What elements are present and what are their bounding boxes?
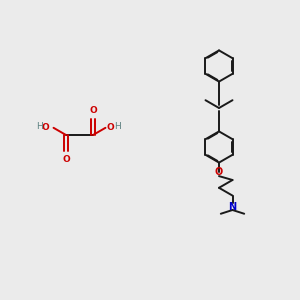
Text: H: H (114, 122, 121, 131)
Text: H: H (36, 122, 43, 131)
Text: O: O (62, 155, 70, 164)
Text: O: O (107, 123, 115, 132)
Text: O: O (215, 167, 223, 177)
Text: O: O (42, 123, 50, 132)
Text: N: N (228, 202, 237, 212)
Text: O: O (89, 106, 97, 115)
